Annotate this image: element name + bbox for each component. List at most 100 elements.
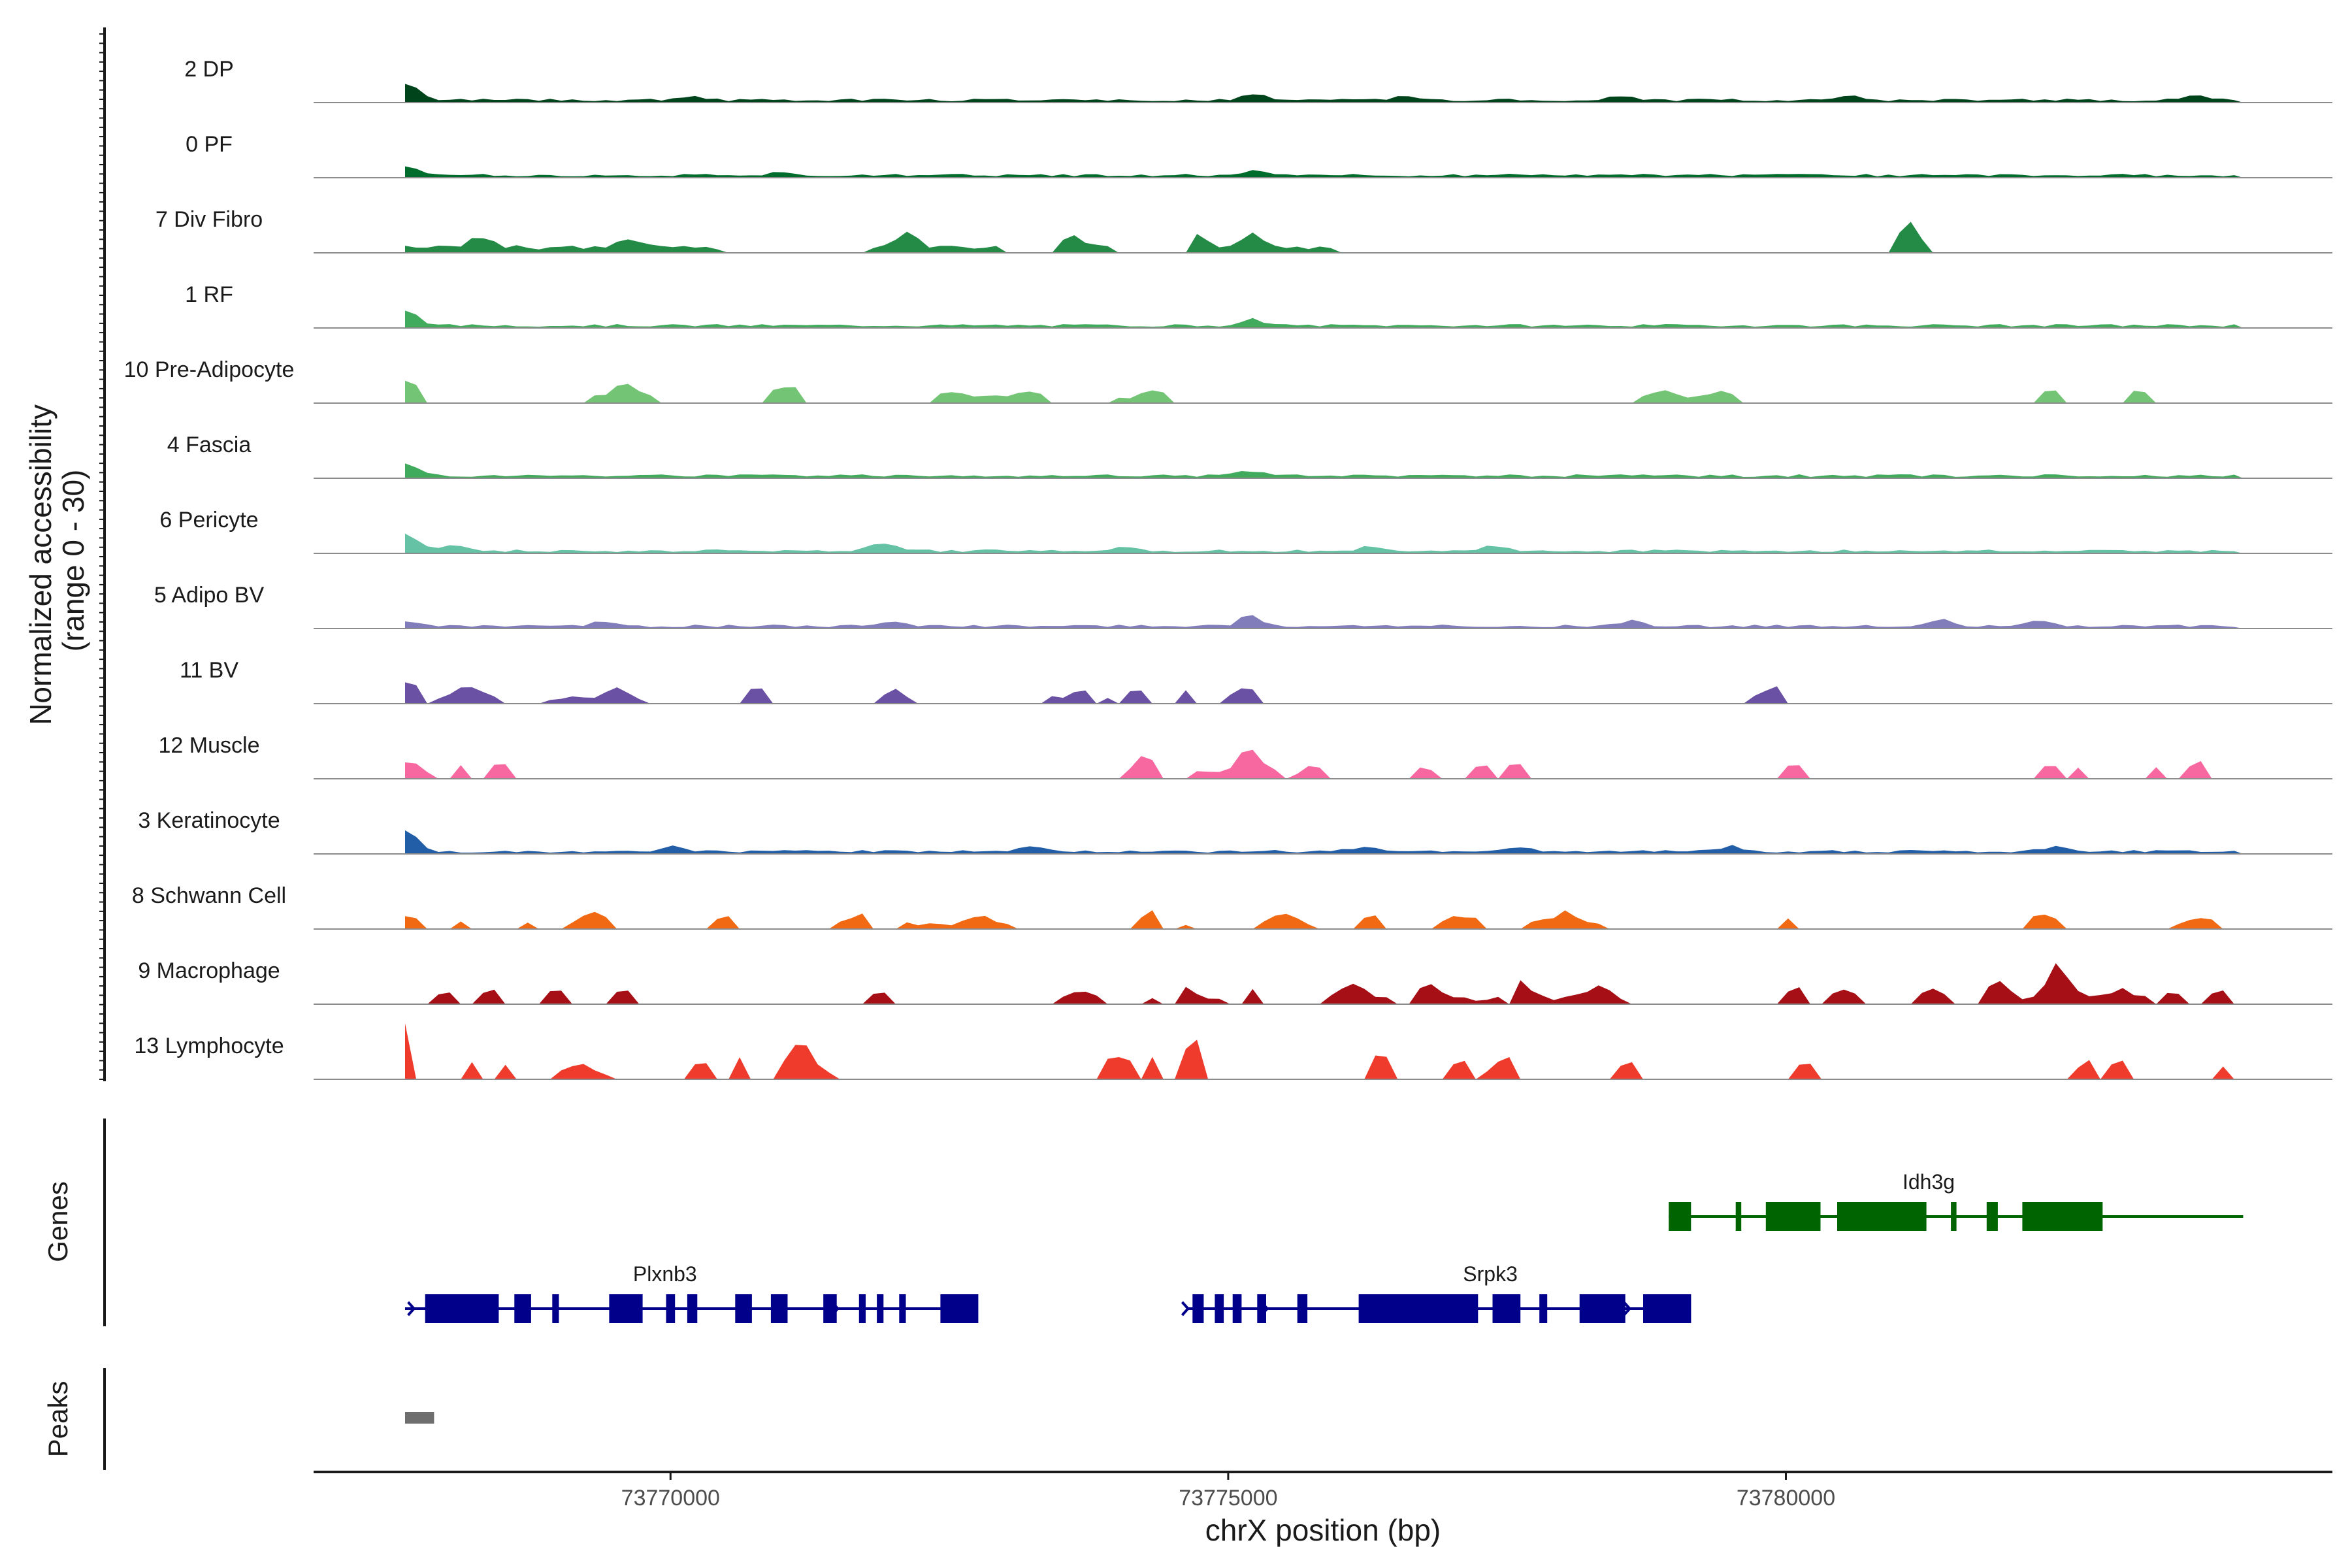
- gene-exon: [1837, 1202, 1927, 1231]
- track-3: 7 Div Fibro: [155, 207, 2332, 253]
- strand-arrow-icon: [2074, 1209, 2083, 1224]
- gene-track: Idh3g Plxnb3 Srpk3: [404, 1170, 2244, 1323]
- track-1: 2 DP: [184, 57, 2332, 103]
- track-label: 3 Keratinocyte: [138, 808, 280, 833]
- gene-srpk3: Srpk3: [1181, 1262, 1691, 1323]
- coverage-area: [405, 963, 2244, 1004]
- peak-track: [405, 1412, 434, 1424]
- peaks-panel-label: Peaks: [42, 1381, 73, 1458]
- x-axis-title: chrX position (bp): [1205, 1513, 1441, 1547]
- track-8: 5 Adipo BV: [154, 583, 2332, 629]
- track-13: 9 Macrophage: [138, 958, 2332, 1005]
- gene-exon: [425, 1294, 499, 1323]
- gene-exon: [1765, 1202, 1821, 1231]
- coverage-area: [405, 749, 2244, 779]
- track-4: 1 RF: [185, 282, 2332, 329]
- x-tick-label: 73780000: [1737, 1486, 1835, 1511]
- track-5: 10 Pre-Adipocyte: [124, 357, 2332, 404]
- track-label: 13 Lymphocyte: [134, 1034, 284, 1058]
- track-7: 6 Pericyte: [159, 508, 2332, 554]
- gene-idh3g: Idh3g: [1669, 1170, 2244, 1231]
- track-label: 5 Adipo BV: [154, 583, 265, 608]
- x-tick-label: 73775000: [1179, 1486, 1277, 1511]
- track-label: 0 PF: [186, 132, 233, 157]
- gene-exon: [877, 1294, 884, 1323]
- coverage-area: [405, 1023, 2244, 1079]
- gene-exon: [858, 1294, 866, 1323]
- strand-arrow-icon: [407, 1301, 416, 1316]
- gene-exon: [1669, 1202, 1691, 1231]
- track-label: 1 RF: [185, 282, 233, 307]
- track-11: 3 Keratinocyte: [138, 808, 2332, 855]
- track-label: 8 Schwann Cell: [132, 883, 286, 908]
- gene-exon: [899, 1294, 906, 1323]
- coverage-area: [405, 84, 2244, 103]
- gene-exon: [514, 1294, 531, 1323]
- track-10: 12 Muscle: [159, 733, 2332, 779]
- gene-plxnb3: Plxnb3: [404, 1262, 979, 1323]
- coverage-area: [405, 166, 2244, 178]
- gene-exon: [1232, 1294, 1242, 1323]
- y-axis-title-line-2: (range 0 - 30): [56, 470, 90, 652]
- gene-exon: [1579, 1294, 1625, 1323]
- gene-exon: [823, 1294, 837, 1323]
- coverage-area: [405, 380, 2244, 403]
- coverage-area: [405, 221, 2244, 253]
- strand-arrow-icon: [830, 1301, 840, 1316]
- coverage-area: [405, 463, 2244, 478]
- gene-exon: [1297, 1294, 1308, 1323]
- gene-exon: [1986, 1202, 1998, 1231]
- y-axis-title: Normalized accessibility (range 0 - 30): [24, 396, 90, 725]
- gene-exon: [609, 1294, 643, 1323]
- track-label: 11 BV: [180, 658, 238, 683]
- track-label: 4 Fascia: [167, 433, 252, 457]
- gene-exon: [1539, 1294, 1548, 1323]
- x-tick-label: 73770000: [621, 1486, 720, 1511]
- coverage-area: [405, 910, 2244, 929]
- gene-label: Srpk3: [1463, 1262, 1518, 1286]
- gene-exon: [1643, 1294, 1691, 1323]
- track-14: 13 Lymphocyte: [134, 1023, 2332, 1080]
- gene-exon: [735, 1294, 752, 1323]
- coverage-area: [405, 830, 2244, 854]
- track-12: 8 Schwann Cell: [132, 883, 2332, 930]
- gene-exon: [1257, 1294, 1266, 1323]
- gene-exon: [940, 1294, 979, 1323]
- gene-exon: [1215, 1294, 1224, 1323]
- genes-panel-label: Genes: [42, 1181, 73, 1262]
- gene-exon: [666, 1294, 676, 1323]
- strand-arrow-icon: [1260, 1301, 1269, 1316]
- track-label: 2 DP: [184, 57, 234, 82]
- track-label: 7 Div Fibro: [155, 207, 263, 232]
- coverage-area: [405, 533, 2244, 553]
- gene-exon: [687, 1294, 698, 1323]
- coverage-area: [405, 615, 2244, 629]
- track-label: 12 Muscle: [159, 733, 260, 758]
- gene-exon: [1358, 1294, 1478, 1323]
- strand-arrow-icon: [1622, 1301, 1632, 1316]
- gene-label: Plxnb3: [633, 1262, 697, 1286]
- track-9: 11 BV: [180, 658, 2332, 704]
- y-axis-title-line-1: Normalized accessibility: [24, 404, 57, 725]
- coverage-area: [405, 682, 2244, 704]
- track-2: 0 PF: [186, 132, 2332, 178]
- gene-exon: [1192, 1294, 1204, 1323]
- gene-exon: [1735, 1202, 1742, 1231]
- gene-exon: [770, 1294, 788, 1323]
- y-axis-ticks: [99, 33, 105, 1080]
- coverage-tracks: 2 DP 0 PF 7 Div Fibro 1 RF 10 Pre-Adipocyte 4…: [124, 57, 2332, 1080]
- gene-exon: [1951, 1202, 1957, 1231]
- peak-region: [405, 1412, 434, 1424]
- gene-exon: [1492, 1294, 1521, 1323]
- coverage-area: [405, 310, 2244, 328]
- strand-arrow-icon: [1181, 1301, 1190, 1316]
- track-6: 4 Fascia: [167, 433, 2332, 479]
- track-label: 10 Pre-Adipocyte: [124, 357, 295, 382]
- gene-label: Idh3g: [1903, 1170, 1955, 1194]
- gene-exon: [552, 1294, 559, 1323]
- track-label: 6 Pericyte: [159, 508, 258, 532]
- gene-exon: [2022, 1202, 2103, 1231]
- track-label: 9 Macrophage: [138, 958, 280, 983]
- x-axis-ticks: 73770000 73775000 73780000: [621, 1472, 1835, 1511]
